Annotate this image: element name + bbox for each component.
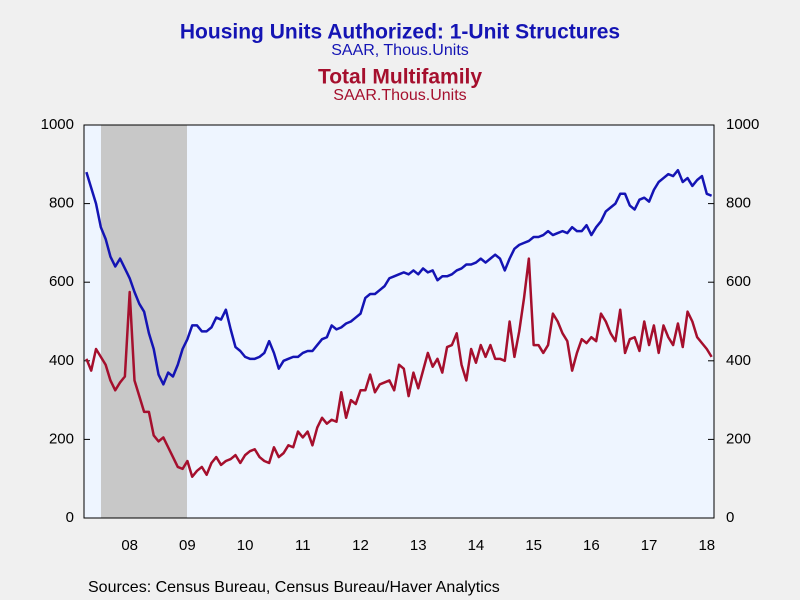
- plot-area: [84, 125, 714, 518]
- recession-shade: [101, 125, 187, 518]
- y-tick-label: 0: [66, 509, 74, 526]
- y2-tick-label: 400: [726, 352, 751, 369]
- x-tick-label: 11: [295, 537, 311, 554]
- chart-title: Total Multifamily: [318, 66, 482, 89]
- x-tick-label: 18: [698, 537, 715, 554]
- x-tick-label: 09: [179, 537, 196, 554]
- x-tick-label: 15: [525, 537, 542, 554]
- x-tick-label: 16: [583, 537, 600, 554]
- y2-tick-label: 0: [726, 509, 734, 526]
- y-tick-label: 1000: [41, 116, 74, 133]
- source-note: Sources: Census Bureau, Census Bureau/Ha…: [88, 579, 500, 596]
- chart-title: Housing Units Authorized: 1-Unit Structu…: [180, 21, 620, 44]
- x-tick-label: 17: [641, 537, 658, 554]
- series-line: [85, 257, 713, 478]
- y2-tick-label: 800: [726, 195, 751, 212]
- chart-subtitle: SAAR, Thous.Units: [331, 42, 469, 59]
- y2-tick-label: 1000: [726, 116, 759, 133]
- plot: 0 200 400 600 800 1000 0 200 400 600 800 1000 08 09 10…: [41, 116, 760, 554]
- chart-subtitle: SAAR.Thous.Units: [333, 87, 466, 104]
- y-tick-label: 600: [49, 273, 74, 290]
- plot-border: [83, 124, 715, 519]
- x-tick-label: 08: [121, 537, 138, 554]
- x-tick-label: 12: [352, 537, 369, 554]
- x-tick-label: 14: [468, 537, 485, 554]
- y2-tick-label: 200: [726, 430, 751, 447]
- x-tick-label: 10: [237, 537, 254, 554]
- x-tick-label: 13: [410, 537, 427, 554]
- y-tick-label: 800: [49, 195, 74, 212]
- y-tick-label: 200: [49, 430, 74, 447]
- series-line: [85, 168, 713, 386]
- y2-tick-label: 600: [726, 273, 751, 290]
- y-tick-label: 400: [49, 352, 74, 369]
